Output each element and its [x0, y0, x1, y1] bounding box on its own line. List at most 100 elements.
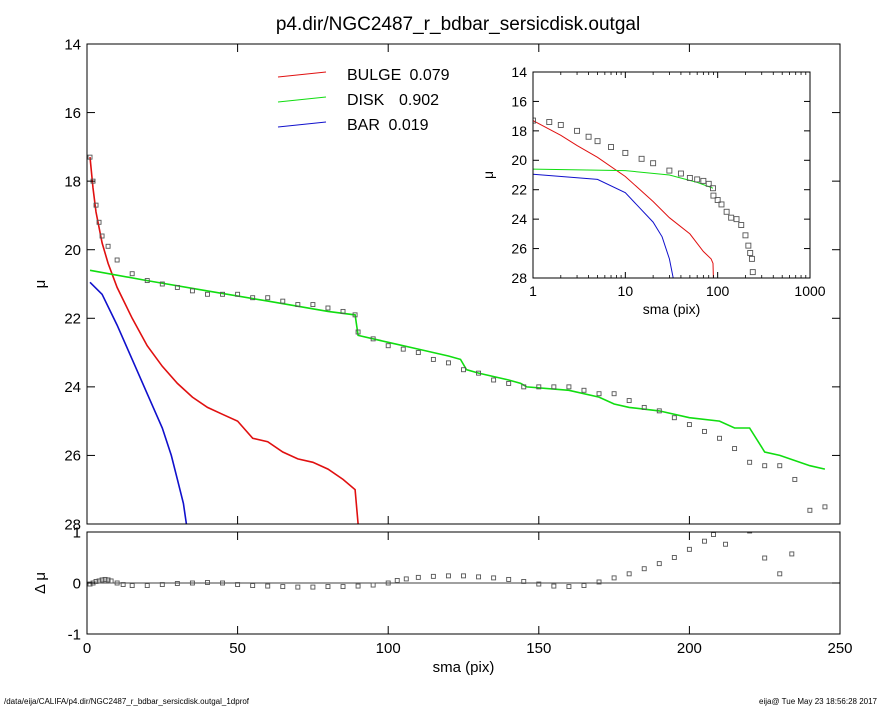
data-point [822, 504, 828, 510]
data-point [777, 571, 783, 577]
y-tick-label: 28 [64, 516, 81, 533]
data-point [491, 575, 497, 581]
legend-line-bulge [277, 71, 327, 78]
data-point [445, 573, 451, 579]
plot-frame [86, 43, 841, 525]
data-point [733, 216, 740, 223]
data-point [445, 360, 451, 366]
data-point [718, 201, 725, 208]
data-point [536, 384, 542, 390]
data-point [491, 377, 497, 383]
data-point [370, 582, 376, 588]
y-tick-label: 28 [511, 270, 527, 286]
data-point [159, 582, 165, 587]
data-point [99, 577, 105, 583]
y-axis-label: Δ μ [32, 572, 49, 594]
data-point [461, 367, 466, 373]
data-point [702, 538, 707, 544]
data-point [762, 555, 768, 561]
data-point [710, 192, 717, 199]
data-point [120, 582, 126, 587]
data-point [93, 202, 99, 208]
data-point [626, 571, 632, 577]
data-point [310, 584, 316, 590]
data-point [823, 527, 827, 531]
data-point [546, 119, 553, 125]
data-point [310, 302, 316, 308]
data-point [87, 154, 93, 160]
data-point [220, 580, 225, 586]
data-point [594, 138, 601, 145]
data-point [174, 284, 180, 290]
data-point [656, 561, 662, 567]
data-point [747, 250, 754, 256]
data-point [717, 435, 722, 441]
x-tick-label: 10 [618, 283, 634, 299]
data-point [596, 579, 602, 585]
data-point [108, 578, 114, 584]
y-axis-label: μ [32, 280, 49, 289]
x-tick-label: 200 [677, 640, 702, 657]
data-point [747, 532, 753, 534]
y-tick-label: 24 [511, 211, 527, 227]
data-point [144, 278, 150, 284]
data-point [638, 155, 645, 162]
data-point [129, 271, 135, 277]
y-tick-label: 0 [73, 575, 81, 592]
data-point [352, 312, 358, 318]
data-point [102, 576, 108, 582]
data-point [723, 208, 730, 215]
data-point [807, 507, 813, 513]
y-tick-label: 26 [64, 448, 81, 465]
data-point [295, 302, 301, 308]
data-point [581, 583, 587, 588]
data-point [686, 422, 692, 428]
data-point [671, 555, 677, 560]
data-point [611, 391, 617, 397]
data-point [710, 185, 716, 192]
data-point [205, 580, 210, 585]
x-tick-label: 100 [706, 283, 730, 299]
data-point [705, 180, 712, 187]
series-line-disk [533, 168, 714, 189]
data-point [99, 233, 105, 239]
footer-timestamp: eija@ Tue May 23 18:56:28 2017 [759, 697, 877, 706]
data-point [574, 127, 581, 134]
x-axis-label: sma (pix) [433, 659, 495, 676]
data-point [641, 404, 647, 410]
inset-plot-panel: 1 10 100 1000 14 16 18 20 22 24 26 28 sma (pix) μ [480, 64, 826, 317]
data-point [626, 398, 632, 404]
data-point [596, 391, 602, 397]
data-point [280, 584, 286, 590]
plot-area [533, 117, 756, 278]
data-point [792, 476, 798, 482]
data-point [340, 584, 346, 590]
data-point [394, 578, 400, 583]
y-tick-label: 1 [73, 524, 81, 541]
data-point [235, 582, 241, 587]
data-point [96, 219, 102, 225]
data-point [295, 584, 301, 590]
data-point [325, 305, 331, 311]
data-point [114, 580, 120, 586]
data-point [325, 584, 331, 590]
data-point [666, 167, 673, 174]
legend-value-bar: 0.019 [389, 117, 429, 134]
data-point [506, 380, 512, 386]
data-point [280, 298, 286, 304]
data-point [738, 222, 745, 228]
data-point [265, 295, 271, 301]
data-point [105, 243, 111, 249]
x-axis-label: sma (pix) [643, 301, 701, 317]
legend-label-bulge: BULGE [347, 67, 401, 84]
y-tick-label: 14 [511, 64, 527, 80]
data-point [711, 532, 716, 537]
series-line-bulge [89, 157, 359, 524]
plot-area [87, 154, 828, 524]
y-tick-label: 14 [64, 36, 81, 53]
data-point [762, 463, 768, 469]
data-point [461, 573, 466, 579]
y-tick-label: -1 [68, 626, 81, 643]
data-point [745, 242, 752, 249]
